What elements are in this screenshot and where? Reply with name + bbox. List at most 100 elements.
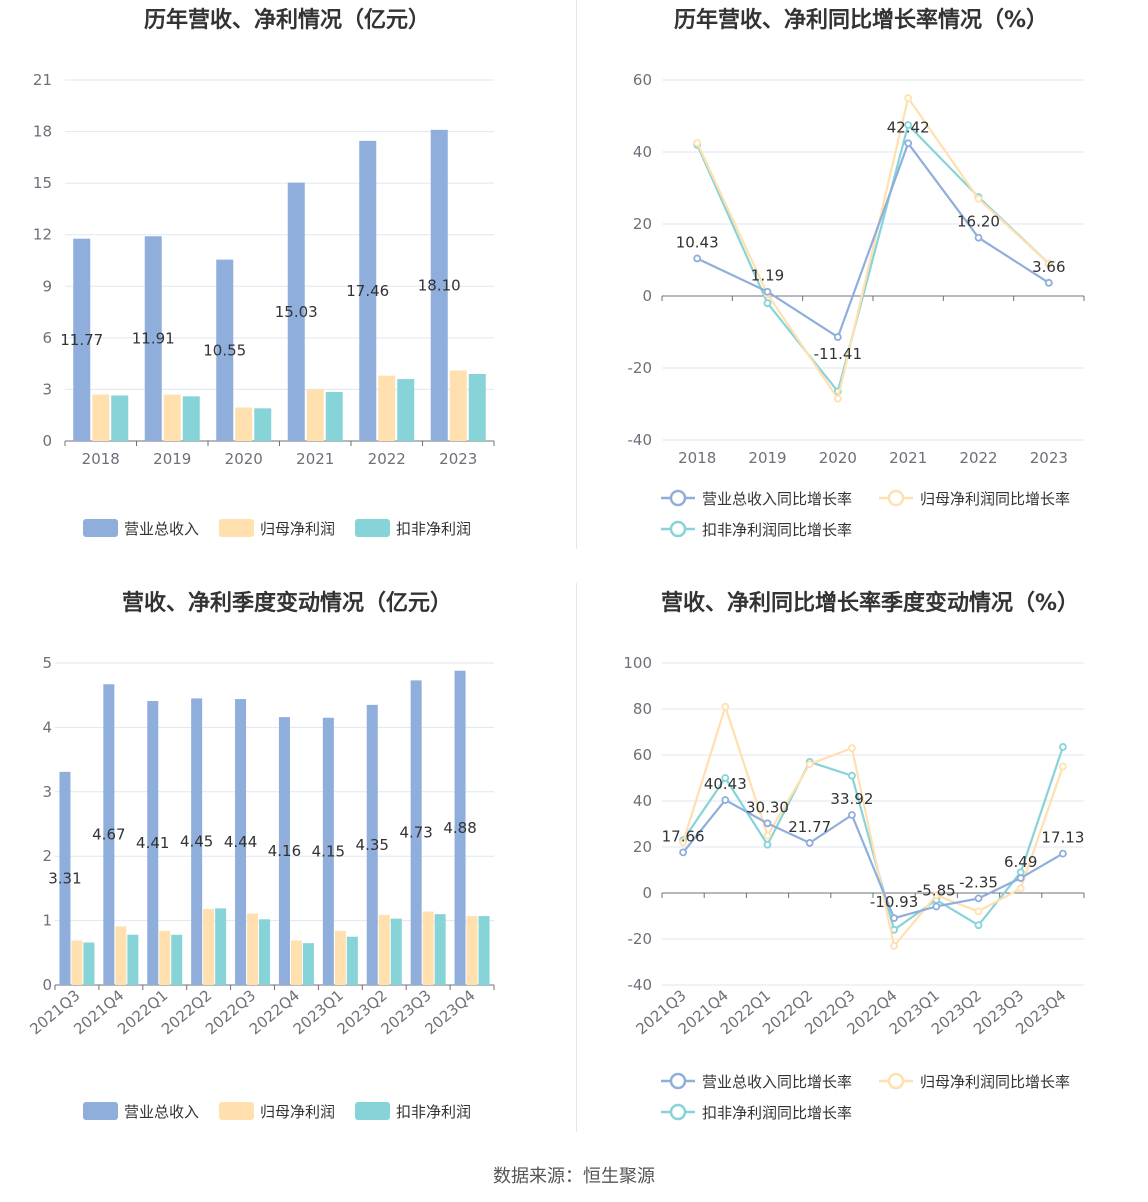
y-tick-label: 6 bbox=[42, 329, 52, 347]
y-tick-label: 60 bbox=[633, 746, 652, 764]
y-tick-label: 20 bbox=[633, 838, 652, 856]
y-tick-label: 15 bbox=[33, 174, 52, 192]
y-tick-label: 3 bbox=[42, 783, 52, 801]
legend-swatch-marker bbox=[669, 1103, 687, 1121]
data-label: 4.73 bbox=[399, 824, 432, 842]
y-tick-label: 2 bbox=[42, 847, 52, 865]
legend-swatch bbox=[355, 519, 390, 537]
data-point bbox=[1044, 259, 1053, 268]
data-label: 21.77 bbox=[788, 818, 831, 836]
data-label: 16.20 bbox=[957, 213, 1000, 231]
data-point bbox=[721, 702, 730, 711]
data-point bbox=[890, 941, 899, 950]
x-tick-label: 2020 bbox=[225, 450, 263, 468]
bar bbox=[71, 940, 83, 985]
data-label: 4.45 bbox=[180, 833, 213, 851]
legend-label: 归母净利润 bbox=[260, 1103, 335, 1121]
data-label: 3.66 bbox=[1032, 258, 1065, 276]
legend-label: 扣非净利润同比增长率 bbox=[702, 521, 852, 539]
data-label: 40.43 bbox=[704, 775, 747, 793]
bar bbox=[247, 913, 259, 985]
annual-revenue-profit-panel: 历年营收、净利情况（亿元） 0 3 6 9 12 15 18 21 2018 2019 2020 20… bbox=[0, 0, 574, 583]
legend-swatch bbox=[83, 1102, 118, 1120]
y-tick-label: 80 bbox=[633, 700, 652, 718]
bar bbox=[144, 236, 162, 441]
legend-swatch-marker bbox=[887, 1072, 905, 1090]
y-tick-label: 0 bbox=[42, 432, 52, 450]
data-label: 4.16 bbox=[268, 842, 301, 860]
data-point bbox=[974, 194, 983, 203]
y-tick-label: 5 bbox=[42, 654, 52, 672]
bar bbox=[366, 704, 378, 985]
chart-title: 营收、净利季度变动情况（亿元） bbox=[121, 591, 452, 616]
column-divider bbox=[576, 0, 577, 549]
data-label: 11.77 bbox=[60, 331, 103, 349]
data-label: 10.55 bbox=[203, 341, 246, 359]
data-point bbox=[763, 819, 772, 828]
x-tick-label: 2021 bbox=[296, 450, 334, 468]
y-tick-label: 18 bbox=[33, 123, 52, 141]
legend-label: 营业总收入 bbox=[124, 520, 199, 538]
bar bbox=[334, 930, 346, 985]
x-tick-label: 2018 bbox=[82, 450, 120, 468]
data-label: 18.10 bbox=[418, 276, 461, 294]
bar bbox=[434, 914, 446, 985]
quarterly-growth-line-chart: -40-200204060801002021Q32021Q42022Q12022… bbox=[623, 654, 1085, 1122]
legend-swatch-marker bbox=[669, 1072, 687, 1090]
bar bbox=[235, 407, 253, 441]
data-label: 4.35 bbox=[356, 836, 389, 854]
bar bbox=[159, 930, 171, 985]
legend-swatch bbox=[219, 519, 254, 537]
bar bbox=[259, 919, 271, 985]
x-tick-label: 2022 bbox=[368, 450, 406, 468]
legend-swatch-marker bbox=[669, 520, 687, 538]
data-label: 6.49 bbox=[1004, 853, 1037, 871]
legend-label: 营业总收入同比增长率 bbox=[702, 490, 852, 508]
data-point bbox=[679, 838, 687, 847]
data-point bbox=[890, 914, 899, 923]
data-point bbox=[1058, 743, 1067, 751]
y-tick-label: 3 bbox=[42, 380, 52, 398]
y-tick-label: -40 bbox=[628, 976, 653, 994]
bar bbox=[127, 934, 139, 985]
data-point bbox=[833, 394, 842, 403]
legend-swatch-marker bbox=[887, 489, 905, 507]
bar bbox=[322, 717, 334, 985]
series-line bbox=[696, 95, 1050, 402]
data-source-note: 数据来源：恒生聚源 bbox=[493, 1166, 655, 1187]
data-label: 42.42 bbox=[887, 118, 930, 136]
bar bbox=[410, 680, 422, 985]
bar bbox=[111, 395, 129, 441]
legend-label: 归母净利润同比增长率 bbox=[920, 490, 1070, 508]
bar bbox=[203, 909, 215, 985]
data-label: 30.30 bbox=[746, 798, 789, 816]
bar bbox=[390, 918, 402, 985]
bar bbox=[290, 940, 302, 985]
bar bbox=[115, 926, 127, 985]
legend-swatch-marker bbox=[669, 489, 687, 507]
bar bbox=[422, 911, 434, 985]
bar bbox=[306, 389, 324, 441]
data-point bbox=[833, 333, 842, 341]
data-label: -11.41 bbox=[814, 345, 862, 363]
legend-label: 归母净利润同比增长率 bbox=[920, 1073, 1070, 1091]
data-point bbox=[1044, 278, 1053, 287]
data-point bbox=[932, 891, 941, 900]
data-label: -10.93 bbox=[870, 893, 918, 911]
y-tick-label: 40 bbox=[633, 143, 652, 161]
data-point bbox=[721, 774, 730, 782]
y-tick-label: 1 bbox=[42, 912, 52, 930]
x-tick-label: 2022 bbox=[959, 449, 997, 467]
bar bbox=[287, 182, 305, 441]
data-point bbox=[974, 921, 983, 930]
chart-title: 营收、净利同比增长率季度变动情况（%） bbox=[660, 591, 1080, 616]
y-tick-label: 100 bbox=[623, 654, 652, 672]
data-point bbox=[1016, 884, 1025, 893]
y-tick-label: 0 bbox=[642, 287, 652, 305]
bar bbox=[163, 394, 181, 441]
legend-label: 扣非净利润同比增长率 bbox=[702, 1104, 852, 1122]
y-tick-label: 20 bbox=[633, 215, 652, 233]
data-point bbox=[1058, 762, 1067, 771]
series-line bbox=[682, 798, 1064, 920]
y-tick-label: 60 bbox=[633, 71, 652, 89]
